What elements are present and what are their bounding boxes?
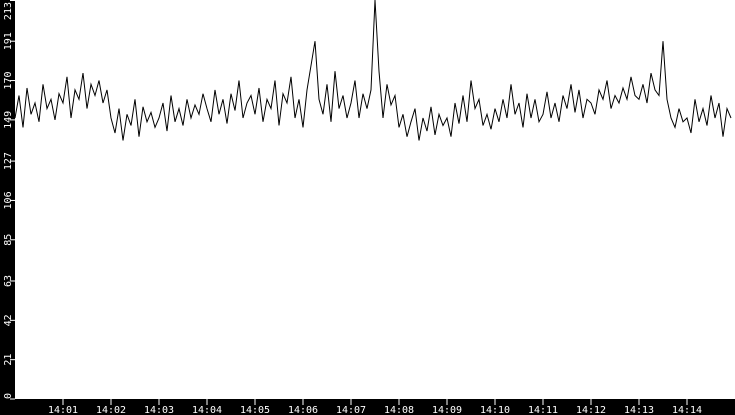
x-tick-label: 14:13	[624, 405, 654, 415]
x-tick-label: 14:10	[480, 405, 510, 415]
y-tick-label: 0	[3, 393, 14, 399]
y-tick-label: 191	[3, 32, 14, 50]
x-tick-label: 14:09	[432, 405, 462, 415]
plot-area	[15, 0, 735, 399]
y-tick-label: 63	[3, 275, 14, 287]
y-tick-label: 213	[3, 2, 14, 20]
x-tick-label: 14:01	[48, 405, 78, 415]
y-tick-label: 106	[3, 191, 14, 209]
x-tick-label: 14:06	[288, 405, 318, 415]
y-tick-label: 127	[3, 152, 14, 170]
x-axis: 14:01 14:02 14:03 14:04 14:05 14:06 14:07 14:08…	[48, 399, 702, 415]
x-tick-label: 14:04	[192, 405, 222, 415]
y-axis: 0 21 42 63 85 106 127 149 170 191 213	[3, 0, 15, 400]
x-tick-label: 14:02	[96, 405, 126, 415]
y-tick-label: 85	[3, 234, 14, 246]
x-tick-label: 14:07	[336, 405, 366, 415]
data-series-line	[14, 0, 732, 141]
x-tick-label: 14:08	[384, 405, 414, 415]
x-tick-label: 14:14	[672, 405, 702, 415]
y-tick-label: 149	[3, 111, 14, 129]
x-tick-label: 14:11	[528, 405, 558, 415]
y-tick-label: 170	[3, 72, 14, 90]
x-tick-label: 14:05	[240, 405, 270, 415]
x-tick-label: 14:12	[576, 405, 606, 415]
y-tick-label: 21	[3, 354, 14, 366]
y-tick-label: 42	[3, 314, 14, 326]
x-tick-label: 14:03	[144, 405, 174, 415]
